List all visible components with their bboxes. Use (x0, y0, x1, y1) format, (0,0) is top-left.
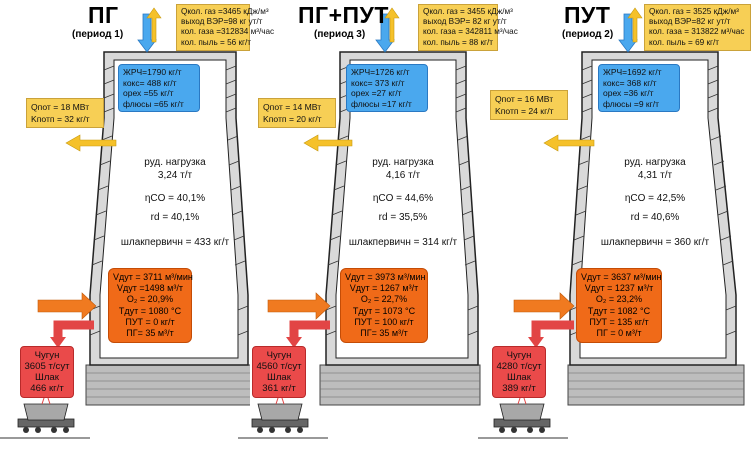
top-info-line: кол. газа = 342811 м³/час (423, 27, 518, 37)
ore-load-value: 3,24 т/т (157, 170, 193, 181)
iron-output-box: Чугун 4560 т/сут Шлак 361 кг/т (252, 346, 306, 398)
co-utilization: ηCO = 40,1% (144, 193, 206, 204)
top-info-line: кол. пыль = 69 кг/т (649, 37, 720, 47)
output-line: 4280 т/сут (496, 361, 542, 372)
primary-slag: шлакпервичн = 314 кг/т (348, 237, 458, 248)
top-gas-info-box: Qкол. газ =3465 кДж/м³ выход ВЭР=98 кг у… (176, 4, 275, 51)
top-info-line: Qкол. газ =3465 кДж/м³ (181, 7, 269, 16)
blast-line: O₂ = 23,2% (595, 294, 643, 305)
charge-line: орех =36 кг/т (603, 88, 654, 98)
ore-load-value: 4,16 т/т (385, 170, 421, 181)
ore-load-label: руд. нагрузка (144, 157, 206, 168)
output-line: Чугун (34, 350, 60, 361)
loss-line: Qпот = 14 МВт (263, 102, 322, 112)
top-info-line: Qкол. газ = 3525 кДж/м³ (649, 7, 739, 16)
loss-line: Kпотп = 32 кг/т (31, 114, 90, 124)
panel-period: (период 1) (72, 29, 124, 40)
blast-parameters-box: Vдут = 3637 м³/мин Vдут = 1237 м³/т O₂ =… (576, 268, 662, 344)
top-info-line: кол. газа = 313822 м³/час (649, 27, 745, 37)
ore-load-label: руд. нагрузка (372, 157, 434, 168)
blast-line: Vдут = 3973 м³/мин (345, 272, 426, 282)
top-info-line: кол. пыль = 88 кг/т (423, 37, 494, 47)
charge-box: ЖРЧ=1726 кг/т кокс= 373 кг/т орех =27 кг… (346, 64, 428, 112)
top-info-line: выход ВЭР=98 кг ут/т (181, 17, 263, 27)
blast-line: Vдут = 1267 м³/т (349, 283, 419, 294)
blast-line: Vдут =1498 м³/т (117, 283, 183, 294)
top-info-line: выход ВЭР=82 кг ут/т (649, 17, 731, 27)
output-line: Шлак (267, 372, 291, 383)
blast-line: Tдут = 1073 °C (352, 305, 416, 316)
panel-title: ПГ (88, 2, 119, 28)
charge-line: флюсы =65 кг/т (123, 98, 184, 109)
loss-line: Kпотп = 24 кг/т (495, 106, 554, 116)
blast-parameters-box: Vдут = 3711 м³/мин Vдут =1498 м³/т O₂ = … (108, 268, 193, 344)
blast-line: ПУТ = 100 кг/т (354, 316, 414, 327)
output-line: 4560 т/сут (256, 361, 302, 372)
ore-load-value: 4,31 т/т (637, 170, 673, 181)
charge-box: ЖРЧ=1790 кг/т кокс= 488 кг/т орех =55 кг… (118, 64, 200, 112)
blast-line: ПГ= 35 м³/т (360, 328, 408, 339)
blast-line: ПГ= 35 м³/т (126, 328, 174, 339)
blast-line: Vдут = 3637 м³/мин (581, 272, 662, 282)
co-utilization: ηCO = 44,6% (372, 193, 434, 204)
panel-title: ПГ+ПУТ (298, 2, 389, 28)
output-line: 466 кг/т (30, 383, 64, 394)
furnace-panel-put: ПУТ (период 2) Qкол. газ = 3525 кДж/м³ в… (478, 0, 751, 453)
loss-line: Qпот = 18 МВт (31, 102, 90, 112)
direct-reduction: rd = 40,1% (150, 212, 200, 223)
blast-line: ПУТ = 135 кг/т (589, 316, 649, 327)
output-line: Чугун (266, 350, 292, 361)
blast-parameters-box: Vдут = 3973 м³/мин Vдут = 1267 м³/т O₂ =… (340, 268, 428, 344)
output-line: Шлак (507, 372, 531, 383)
output-line: 3605 т/сут (24, 361, 70, 372)
blast-line: Tдут = 1080 °C (118, 305, 182, 316)
panel-title: ПУТ (564, 2, 611, 28)
co-utilization: ηCO = 42,5% (624, 193, 686, 204)
blast-line: Vдут = 1237 м³/т (584, 283, 654, 294)
top-gas-info-box: Qкол. газ = 3525 кДж/м³ выход ВЭР=82 кг … (644, 4, 751, 51)
charge-line: орех =27 кг/т (351, 88, 402, 98)
direct-reduction: rd = 40,6% (630, 212, 680, 223)
charge-box: ЖРЧ=1692 кг/т кокс= 368 кг/т орех =36 кг… (598, 64, 680, 112)
output-line: 389 кг/т (502, 383, 536, 394)
loss-line: Qпот = 16 МВт (495, 94, 554, 104)
loss-line: Kпотп = 20 кг/т (263, 114, 322, 124)
top-gas-info-box: Qкол. газ = 3455 кДж/м³ выход ВЭР= 82 кг… (418, 4, 518, 51)
blast-line: Tдут = 1082 °C (587, 305, 651, 316)
output-line: 361 кг/т (262, 383, 296, 394)
heat-loss-box: Qпот = 18 МВт Kпотп = 32 кг/т (26, 98, 104, 128)
charge-line: орех =55 кг/т (123, 88, 174, 98)
blast-line: ПУТ = 0 кг/т (125, 316, 175, 327)
panel-period: (период 3) (314, 29, 366, 40)
blast-line: O₂ = 22,7% (360, 294, 408, 305)
output-line: Чугун (506, 350, 532, 361)
top-info-line: кол. газа =312834 м³/час (181, 27, 275, 37)
top-info-line: выход ВЭР= 82 кг ут/т (423, 17, 507, 27)
top-info-line: Qкол. газ = 3455 кДж/м³ (423, 7, 513, 16)
charge-line: флюсы =9 кг/т (603, 98, 659, 109)
blast-line: ПГ = 0 м³/т (596, 328, 642, 339)
charge-line: ЖРЧ=1692 кг/т (603, 67, 662, 77)
furnace-panel-pg-put: ПГ+ПУТ (период 3) Qкол. газ = 3455 кДж/м… (238, 0, 518, 453)
ore-load-label: руд. нагрузка (624, 157, 686, 168)
blast-line: O₂ = 20,9% (126, 294, 174, 305)
primary-slag: шлакпервичн = 360 кг/т (600, 237, 710, 248)
iron-output-box: Чугун 4280 т/сут Шлак 389 кг/т (492, 346, 546, 398)
charge-line: кокс= 373 кг/т (351, 77, 405, 88)
primary-slag: шлакпервичн = 433 кг/т (120, 237, 230, 248)
direct-reduction: rd = 35,5% (378, 212, 428, 223)
charge-line: кокс= 488 кг/т (123, 77, 177, 88)
blast-line: Vдут = 3711 м³/мин (113, 272, 193, 282)
charge-line: ЖРЧ=1790 кг/т (123, 67, 182, 77)
output-line: Шлак (35, 372, 59, 383)
furnace-panel-pg: ПГ (период 1) Qкол. газ =3465 кДж/м³ вых… (0, 0, 275, 453)
charge-line: ЖРЧ=1726 кг/т (351, 67, 410, 77)
charge-line: кокс= 368 кг/т (603, 77, 657, 88)
heat-loss-box: Qпот = 16 МВт Kпотп = 24 кг/т (490, 90, 568, 120)
heat-loss-box: Qпот = 14 МВт Kпотп = 20 кг/т (258, 98, 336, 128)
charge-line: флюсы =17 кг/т (351, 98, 412, 109)
iron-output-box: Чугун 3605 т/сут Шлак 466 кг/т (20, 346, 74, 398)
top-info-line: кол. пыль = 56 кг/т (181, 37, 252, 47)
panel-period: (период 2) (562, 29, 614, 40)
